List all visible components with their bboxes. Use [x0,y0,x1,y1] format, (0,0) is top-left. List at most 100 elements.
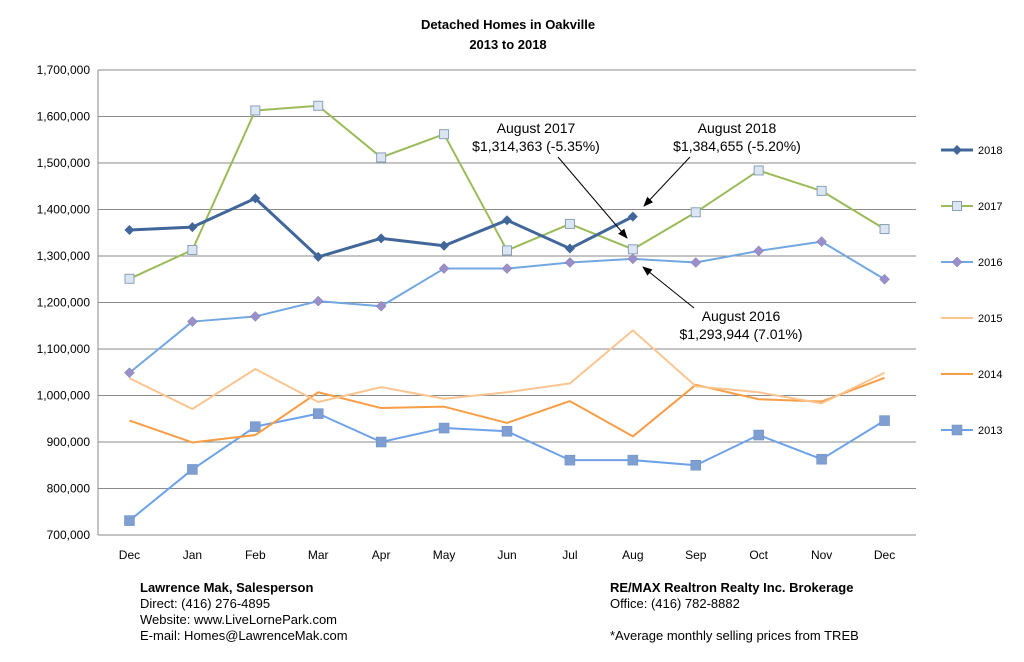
series-line-2015 [129,329,885,410]
legend-entry-2013: 2013 [941,424,1002,437]
data-point-2016 [753,245,765,257]
y-tick-label: 1,400,000 [37,203,91,217]
data-point-2016 [816,236,827,247]
data-point-2018 [439,240,450,251]
x-tick-label: Oct [749,548,768,562]
footer-brokerage: RE/MAX Realtron Realty Inc. Brokerage Of… [610,580,859,644]
legend-entry-2014: 2014 [941,369,1002,381]
y-tick-label: 1,600,000 [37,110,91,124]
x-tick-label: Feb [245,548,266,562]
brokerage-name: RE/MAX Realtron Realty Inc. Brokerage [610,580,854,595]
data-point-2016 [375,300,387,312]
chart-title-line2: 2013 to 2018 [469,37,546,52]
legend-entry-2015: 2015 [941,313,1002,325]
y-tick-label: 1,000,000 [37,389,91,403]
agent-email: E-mail: Homes@LawrenceMak.com [140,628,348,643]
data-point-2013 [375,436,387,448]
data-point-2013 [124,515,135,526]
data-point-2017 [627,244,638,255]
x-tick-label: Aug [622,548,643,562]
data-point-2018 [187,222,198,233]
legend-label-2017: 2017 [978,201,1002,213]
data-point-2016 [951,256,963,268]
data-point-2017 [952,201,962,211]
x-tick-label: Jan [183,548,202,562]
footer-agent: Lawrence Mak, Salesperson Direct: (416) … [140,580,348,644]
brokerage-office: Office: (416) 782-8882 [610,596,740,611]
data-point-2013 [879,415,890,426]
series-group [124,100,890,526]
data-point-2013 [501,426,513,437]
series-line-2014 [129,376,885,444]
x-tick-label: Jun [497,548,516,562]
source-note: *Average monthly selling prices from TRE… [610,628,859,643]
data-point-2017 [124,273,135,284]
x-tick-label: Mar [308,548,329,562]
x-tick-label: May [433,548,456,562]
legend: 2018 2017 2016 2015 2014 2013 [941,145,1002,437]
annotation-august-2017: August 2017 $1,314,363 (-5.35%) [472,120,628,239]
legend-label-2013: 2013 [978,425,1002,437]
footer-spacer [610,612,859,628]
annotation-august-2018: August 2018 $1,384,655 (-5.20%) [643,120,801,207]
annotation-2017-line1: August 2017 [497,120,576,136]
data-point-2016 [438,263,450,274]
x-tick-label: Dec [874,548,895,562]
y-tick-label: 700,000 [47,528,91,542]
series-2018 [124,193,638,262]
annotation-2018-line2: $1,384,655 (-5.20%) [673,138,801,154]
data-point-2016 [124,367,135,379]
data-point-2013 [564,454,576,466]
legend-label-2016: 2016 [978,257,1002,269]
data-point-2016 [690,257,702,268]
data-point-2017 [187,244,198,255]
data-point-2017 [564,218,575,229]
data-point-2018 [250,193,261,204]
legend-label-2014: 2014 [978,369,1002,381]
y-tick-label: 1,500,000 [37,156,91,170]
x-tick-label: Dec [119,548,140,562]
legend-label-2018: 2018 [978,145,1002,157]
legend-entry-2017: 2017 [941,201,1002,213]
data-point-2018 [627,211,638,222]
data-point-2018 [376,233,387,244]
data-point-2013 [753,429,764,441]
data-point-2013 [627,454,639,466]
series-2016 [124,236,890,379]
annotation-2018-line1: August 2018 [698,120,777,136]
data-point-2018 [564,243,575,254]
data-point-2013 [250,421,261,432]
series-2013 [124,408,890,526]
data-point-2013 [690,460,702,471]
data-point-2017 [313,100,324,111]
y-tick-label: 1,200,000 [37,296,91,310]
data-point-2018 [313,251,324,262]
data-point-2017 [502,245,512,256]
x-axis: Dec Jan Feb Mar Apr May Jun Jul Aug Sep Oct Nov Dec [119,548,895,562]
data-point-2016 [564,257,576,268]
data-point-2017 [879,224,890,235]
data-point-2013 [187,464,198,475]
annotation-2016-line1: August 2016 [702,308,781,324]
data-point-2018 [502,215,512,226]
data-point-2017 [753,165,764,176]
data-point-2013 [951,424,963,436]
annotation-2017-line2: $1,314,363 (-5.35%) [472,138,600,154]
series-line-2018 [129,196,634,259]
agent-name: Lawrence Mak, Salesperson [140,580,314,595]
data-point-2016 [187,316,198,327]
y-tick-label: 900,000 [47,435,91,449]
series-2015 [129,329,885,410]
data-point-2017 [816,185,827,196]
x-tick-label: Nov [811,548,832,562]
data-point-2017 [376,152,387,163]
data-point-2018 [124,224,135,235]
data-point-2016 [501,263,513,274]
x-tick-label: Jul [562,548,577,562]
agent-direct: Direct: (416) 276-4895 [140,596,271,611]
annotation-2017-arrow [557,156,628,239]
data-point-2013 [312,408,324,419]
y-tick-label: 1,100,000 [37,342,91,356]
series-2014 [129,376,885,444]
